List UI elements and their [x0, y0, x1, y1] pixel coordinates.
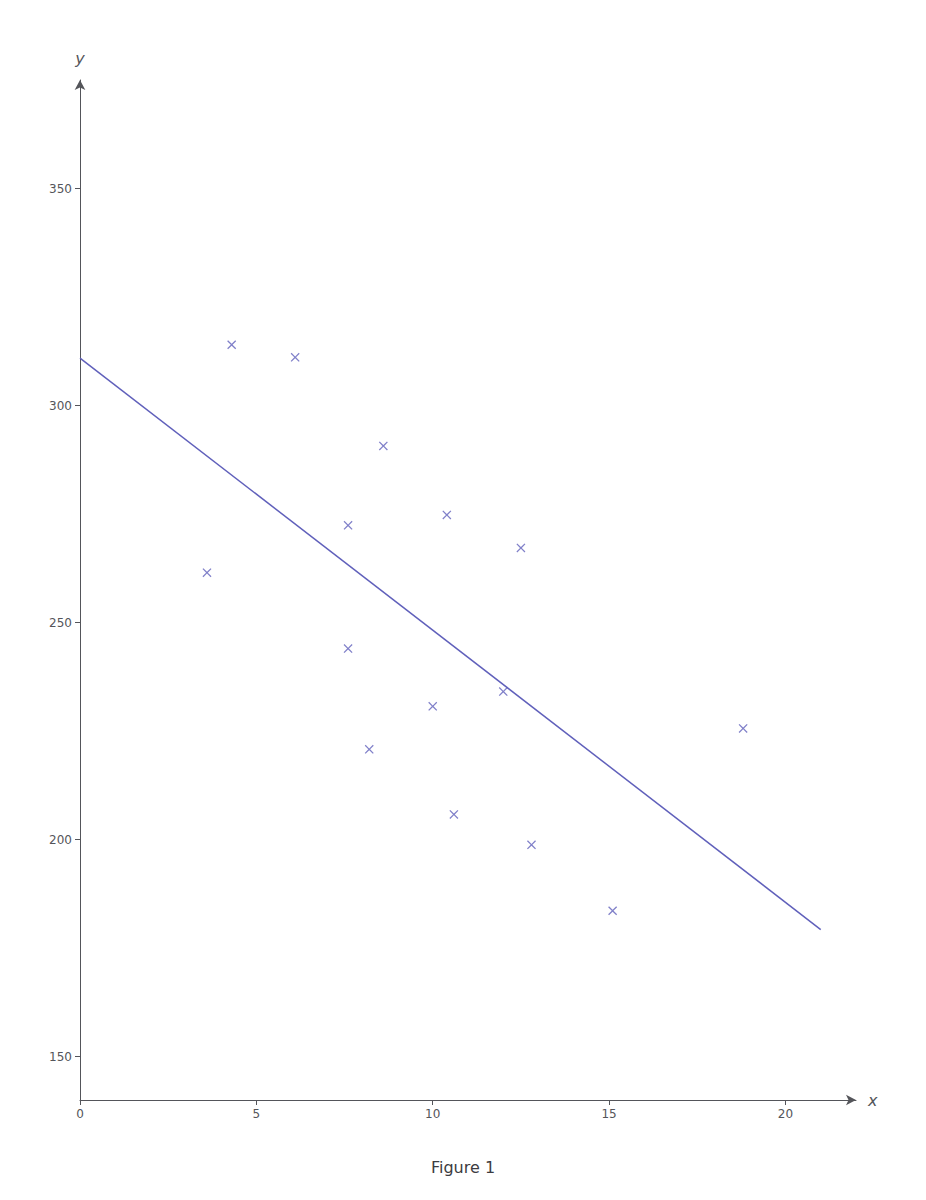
svg-text:x: x [867, 1091, 878, 1110]
svg-text:Figure 1: Figure 1 [431, 1158, 495, 1177]
svg-text:300: 300 [49, 399, 72, 413]
svg-text:15: 15 [601, 1107, 616, 1121]
svg-text:0: 0 [76, 1107, 84, 1121]
svg-text:150: 150 [49, 1050, 72, 1064]
svg-text:y: y [74, 49, 85, 68]
svg-text:350: 350 [49, 182, 72, 196]
svg-text:5: 5 [253, 1107, 261, 1121]
svg-text:20: 20 [778, 1107, 793, 1121]
svg-text:200: 200 [49, 833, 72, 847]
svg-text:10: 10 [425, 1107, 440, 1121]
svg-text:250: 250 [49, 616, 72, 630]
